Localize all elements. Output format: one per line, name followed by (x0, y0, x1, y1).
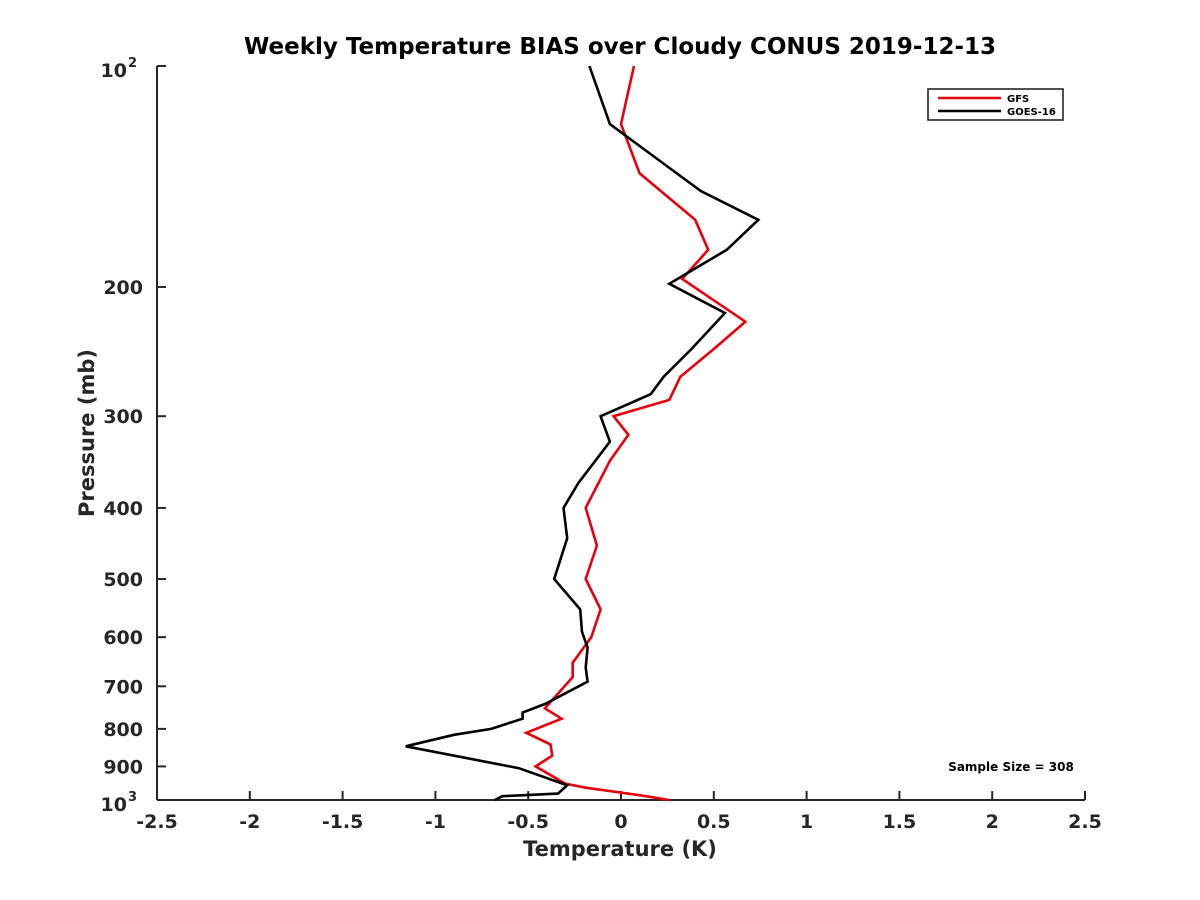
y-tick-label-power: 10 3 (101, 790, 138, 816)
legend: GFS GOES-16 (927, 88, 1064, 121)
x-tick-label: -2 (239, 811, 260, 833)
x-tick-label: 2.5 (1068, 811, 1102, 833)
y-axis-label: Pressure (mb) (75, 349, 99, 517)
y-tick-label-base: 10 (101, 794, 127, 816)
plot-area (157, 66, 1085, 800)
sample-size-annotation: Sample Size = 308 (948, 760, 1074, 774)
x-tick-label: 0 (614, 811, 627, 833)
y-tick-label-exponent: 3 (128, 790, 137, 805)
x-tick-label: 2 (986, 811, 999, 833)
x-axis: -2.5 -2 -1.5 -1 -0.5 0 0.5 1 1.5 2 2.5 (136, 791, 1102, 833)
x-tick-label: -2.5 (136, 811, 178, 833)
y-tick-label: 300 (103, 406, 143, 428)
x-tick-label: 0.5 (697, 811, 731, 833)
y-tick-label: 500 (103, 569, 143, 591)
plot-background (157, 66, 1085, 800)
series-line-goes-16 (405, 65, 761, 802)
x-axis-label: Temperature (K) (523, 837, 717, 861)
y-tick-label: 200 (103, 277, 143, 299)
x-tick-label: -1 (425, 811, 446, 833)
x-tick-label: -0.5 (507, 811, 549, 833)
x-tick-label: 1.5 (883, 811, 917, 833)
y-tick-label-power: 10 2 (101, 56, 138, 82)
y-tick-label: 600 (103, 627, 143, 649)
series-layer (405, 65, 761, 802)
x-tick-label: 1 (800, 811, 813, 833)
chart-title: Weekly Temperature BIAS over Cloudy CONU… (244, 34, 996, 60)
legend-label-goes-16: GOES-16 (1007, 107, 1056, 118)
y-tick-label: 400 (103, 498, 143, 520)
y-tick-label-exponent: 2 (128, 56, 137, 71)
y-tick-label: 800 (103, 719, 143, 741)
y-tick-label: 700 (103, 676, 143, 698)
x-tick-label: -1.5 (322, 811, 364, 833)
y-tick-label-base: 10 (101, 60, 127, 82)
y-tick-label: 900 (103, 756, 143, 778)
legend-box (927, 88, 1064, 121)
legend-label-gfs: GFS (1007, 94, 1029, 105)
